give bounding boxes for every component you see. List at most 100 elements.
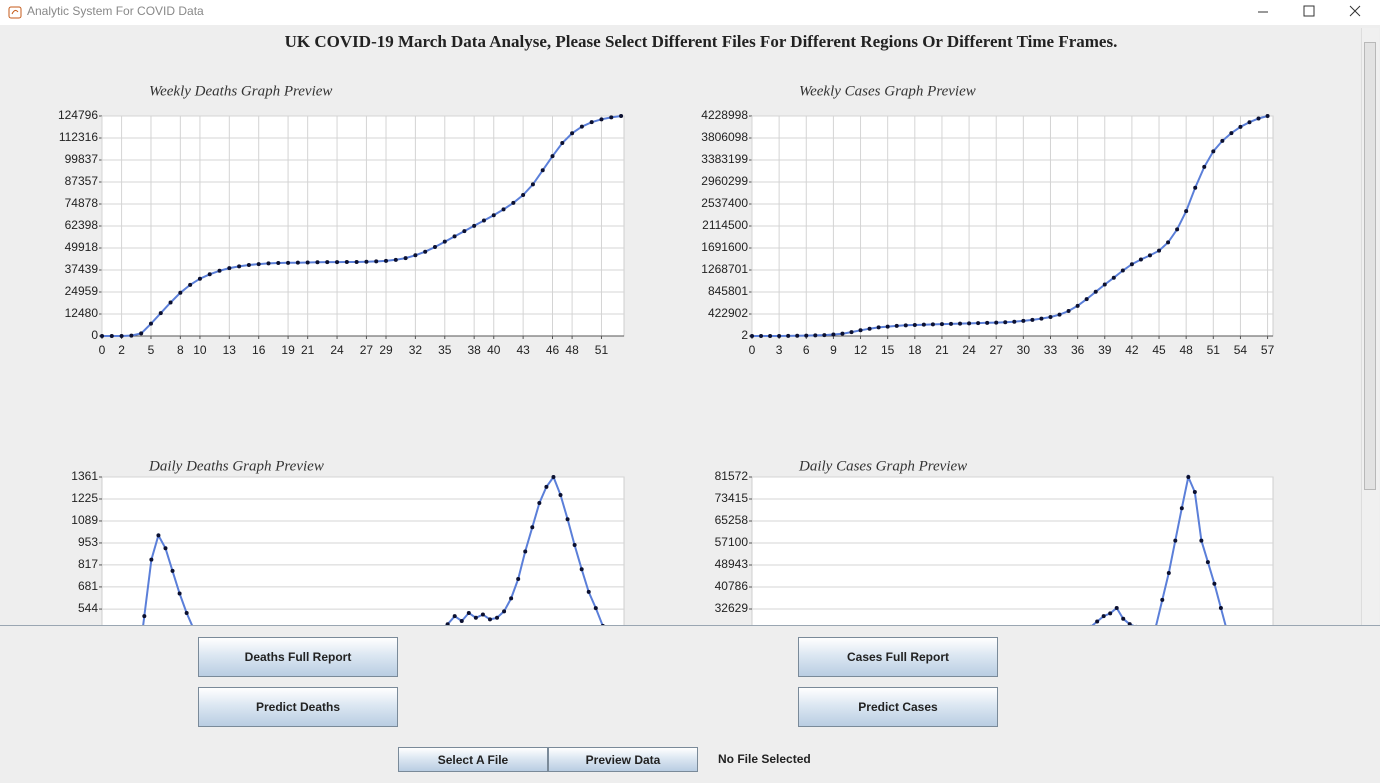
data-point [354,259,359,264]
data-point [537,501,542,506]
data-point [903,323,908,328]
x-tick-label: 54 [1234,343,1248,357]
data-point [217,268,222,273]
data-point [1173,538,1178,543]
data-point [550,154,555,159]
data-point [599,117,604,122]
y-tick-label: 32629 [715,601,749,615]
data-point [452,614,457,619]
data-point [523,549,528,554]
data-point [885,324,890,329]
data-line [102,115,622,337]
x-tick-label: 27 [990,343,1004,357]
data-point [1084,297,1089,302]
data-point [227,266,232,271]
data-point [1256,116,1261,121]
data-point [849,330,854,335]
y-tick-label: 81572 [715,469,749,483]
data-point [207,272,212,277]
data-point [1184,209,1189,214]
data-point [858,328,863,333]
data-point [442,239,447,244]
data-point [511,200,516,205]
y-tick-label: 4228998 [701,108,748,122]
data-point [558,492,563,497]
data-point [1166,240,1171,245]
data-point [1121,616,1126,621]
y-tick-label: 12480 [65,306,99,320]
page-heading: UK COVID-19 March Data Analyse, Please S… [285,32,1118,51]
data-point [570,131,575,136]
data-point [1075,303,1080,308]
data-point [487,617,492,622]
title-bar: Analytic System For COVID Data [0,0,1380,25]
data-point [544,484,549,489]
y-tick-label: 37439 [65,262,99,276]
data-point [619,114,624,118]
data-point [473,615,478,620]
button[interactable]: Cases Full Report [798,637,998,677]
y-tick-label: 1225 [71,491,98,505]
data-point [985,320,990,325]
data-point [256,262,261,267]
window-controls[interactable] [1250,0,1380,25]
button[interactable]: Deaths Full Report [198,637,398,677]
data-point [501,207,506,212]
y-tick-label: 2114500 [702,218,748,232]
data-point [939,322,944,327]
x-tick-label: 0 [99,343,106,357]
data-point [1101,614,1106,619]
data-point [364,259,369,264]
data-point [374,259,379,264]
x-tick-label: 0 [749,343,756,357]
data-line [752,115,1268,337]
data-point [894,323,899,328]
data-point [994,320,999,325]
data-point [1120,268,1125,273]
y-tick-label: 62398 [65,218,99,232]
chart-title: Daily Deaths Graph Preview [148,458,324,474]
y-tick-label: 87357 [65,174,99,188]
data-point [579,567,584,572]
x-tick-label: 12 [854,343,868,357]
x-tick-label: 18 [908,343,922,357]
data-point [1193,185,1198,190]
y-tick-label: 817 [78,557,98,571]
button[interactable]: Select A File [398,747,548,772]
x-tick-label: 39 [1098,343,1112,357]
data-point [315,260,320,265]
data-point [491,213,496,218]
x-tick-label: 2 [118,343,125,357]
button[interactable]: Predict Deaths [198,687,398,727]
scroll-thumb[interactable] [1364,42,1376,490]
data-point [1012,319,1017,324]
data-point [1247,120,1252,125]
x-tick-label: 19 [281,343,295,357]
plot-area [751,476,1274,625]
x-tick-label: 21 [935,343,949,357]
data-point [540,168,545,173]
button[interactable]: Preview Data [548,747,698,772]
data-point [560,140,565,145]
data-point [1021,318,1026,323]
chart-title: Daily Cases Graph Preview [798,458,967,474]
y-tick-label: 422902 [708,306,748,320]
data-point [521,192,526,197]
y-tick-label: 65258 [715,513,749,527]
data-point [1095,619,1100,624]
data-point [423,249,428,254]
data-point [148,321,153,326]
data-point [188,282,193,287]
button[interactable]: Predict Cases [798,687,998,727]
data-point [921,322,926,327]
scrollbar[interactable] [1361,28,1379,625]
data-point [1192,490,1197,495]
data-point [958,321,963,326]
data-point [1238,124,1243,129]
data-point [246,262,251,267]
data-point [344,259,349,264]
data-point [459,619,464,624]
data-point [197,276,202,281]
data-point [119,334,124,338]
